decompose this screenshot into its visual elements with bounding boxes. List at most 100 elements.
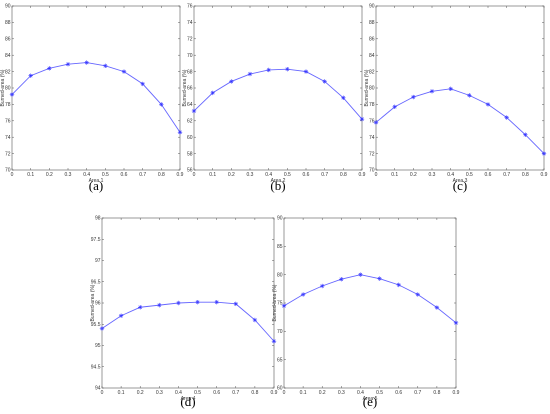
y-tick-label: 84 xyxy=(5,53,11,59)
data-point xyxy=(233,301,238,307)
y-tick-label: 64 xyxy=(187,102,193,108)
x-tick-label: 0.9 xyxy=(271,390,278,396)
data-point xyxy=(140,81,145,87)
y-tick-label: 96.5 xyxy=(91,279,101,285)
y-tick-label: 78 xyxy=(369,102,375,108)
chart-panel-4: 0 0.1 0.2 0.3 0.4 0.5 0.6 0.7 0.8 0.9 94 94.5 95 95.5… xyxy=(90,216,278,409)
data-point xyxy=(485,102,491,107)
y-tick-label: 70 xyxy=(5,168,11,174)
x-tick-label: 0.2 xyxy=(137,390,144,396)
y-tick-label: 58 xyxy=(187,151,193,157)
data-point xyxy=(303,69,309,74)
data-point xyxy=(9,92,15,97)
y-tick-label: 90 xyxy=(369,4,375,10)
data-point xyxy=(84,60,89,65)
series-line xyxy=(101,301,275,342)
x-tick-label: 0 xyxy=(101,390,104,396)
x-tick-label: 0.3 xyxy=(65,172,72,178)
data-point xyxy=(396,282,401,288)
data-point xyxy=(411,94,416,100)
y-tick-label: 95.5 xyxy=(91,322,101,328)
data-point xyxy=(322,79,327,84)
x-axis-label: Area 1 xyxy=(89,178,104,184)
x-tick-label: 0.7 xyxy=(232,390,239,396)
x-tick-label: 0 xyxy=(193,172,196,178)
x-tick-label: 0.5 xyxy=(284,172,291,178)
data-point xyxy=(300,292,306,297)
chart-panel-2: 0 0.1 0.2 0.3 0.4 0.5 0.6 0.7 0.8 0.9 56 58 60 62 64 66… xyxy=(182,4,366,193)
y-tick-label: 74 xyxy=(369,135,375,141)
data-point xyxy=(392,104,397,110)
panel-caption: (d) xyxy=(180,394,195,409)
data-point xyxy=(415,292,420,297)
y-tick-label: 82 xyxy=(369,69,375,75)
data-point xyxy=(252,317,258,323)
y-tick-label: 90 xyxy=(277,216,283,222)
y-tick-label: 76 xyxy=(187,4,193,10)
x-tick-label: 0.9 xyxy=(453,390,460,396)
y-tick-label: 70 xyxy=(277,329,283,335)
plot-frame xyxy=(11,5,181,171)
chart-panel-5: 0 0.1 0.2 0.3 0.4 0.5 0.6 0.7 0.8 0.9606570758085… xyxy=(272,216,460,409)
x-tick-label: 0.5 xyxy=(376,390,383,396)
x-tick-label: 0.5 xyxy=(194,390,201,396)
data-point xyxy=(281,303,287,309)
data-point xyxy=(229,79,234,84)
x-tick-label: 0.9 xyxy=(541,172,548,178)
data-point xyxy=(448,86,453,92)
x-tick-label: 0.6 xyxy=(395,390,402,396)
y-tick-label: 90 xyxy=(5,4,11,10)
panel-caption: (c) xyxy=(453,178,467,193)
data-point xyxy=(266,67,271,73)
y-tick-label: 72 xyxy=(369,151,375,157)
y-tick-label: 75 xyxy=(277,301,283,307)
plot-frame xyxy=(375,5,545,171)
data-point xyxy=(285,66,290,72)
x-tick-label: 0.8 xyxy=(158,172,165,178)
y-tick-label: 84 xyxy=(369,53,375,59)
data-point xyxy=(176,300,181,306)
data-point xyxy=(434,305,440,310)
y-tick-label: 86 xyxy=(369,37,375,43)
y-tick-label: 94 xyxy=(95,386,101,392)
y-tick-label: 80 xyxy=(5,86,11,92)
plot-frame xyxy=(193,5,363,171)
x-tick-label: 0 xyxy=(283,390,286,396)
data-point xyxy=(341,95,346,101)
data-point xyxy=(157,302,162,308)
y-tick-label: 70 xyxy=(187,53,193,59)
y-axis-label: Burned-area (%) xyxy=(364,69,370,106)
plot-frame xyxy=(283,217,457,389)
x-tick-label: 0.3 xyxy=(338,390,345,396)
panel-caption: (b) xyxy=(270,178,285,193)
x-tick-label: 0.8 xyxy=(340,172,347,178)
x-tick-label: 0.3 xyxy=(429,172,436,178)
x-tick-label: 0.2 xyxy=(228,172,235,178)
x-tick-label: 0.1 xyxy=(209,172,216,178)
data-point xyxy=(247,71,253,77)
y-tick-label: 72 xyxy=(187,37,193,43)
data-point xyxy=(210,90,215,96)
data-point xyxy=(118,313,124,318)
data-point xyxy=(103,63,108,69)
x-tick-label: 0.6 xyxy=(303,172,310,178)
y-tick-label: 70 xyxy=(369,168,375,174)
data-point xyxy=(65,62,71,67)
x-tick-label: 0.8 xyxy=(522,172,529,178)
x-tick-label: 0 xyxy=(11,172,14,178)
y-tick-label: 85 xyxy=(277,244,283,250)
y-tick-label: 86 xyxy=(5,37,11,43)
series-line xyxy=(193,68,363,120)
x-tick-label: 0.5 xyxy=(466,172,473,178)
x-tick-label: 0.7 xyxy=(414,390,421,396)
x-tick-label: 0.9 xyxy=(359,172,366,178)
y-tick-label: 95 xyxy=(95,343,101,349)
x-tick-label: 0.4 xyxy=(357,390,364,396)
x-tick-label: 0.4 xyxy=(447,172,454,178)
y-tick-label: 96 xyxy=(95,301,101,307)
y-tick-label: 60 xyxy=(187,135,193,141)
y-tick-label: 82 xyxy=(5,69,11,75)
data-point xyxy=(541,151,547,156)
y-tick-label: 68 xyxy=(187,69,193,75)
